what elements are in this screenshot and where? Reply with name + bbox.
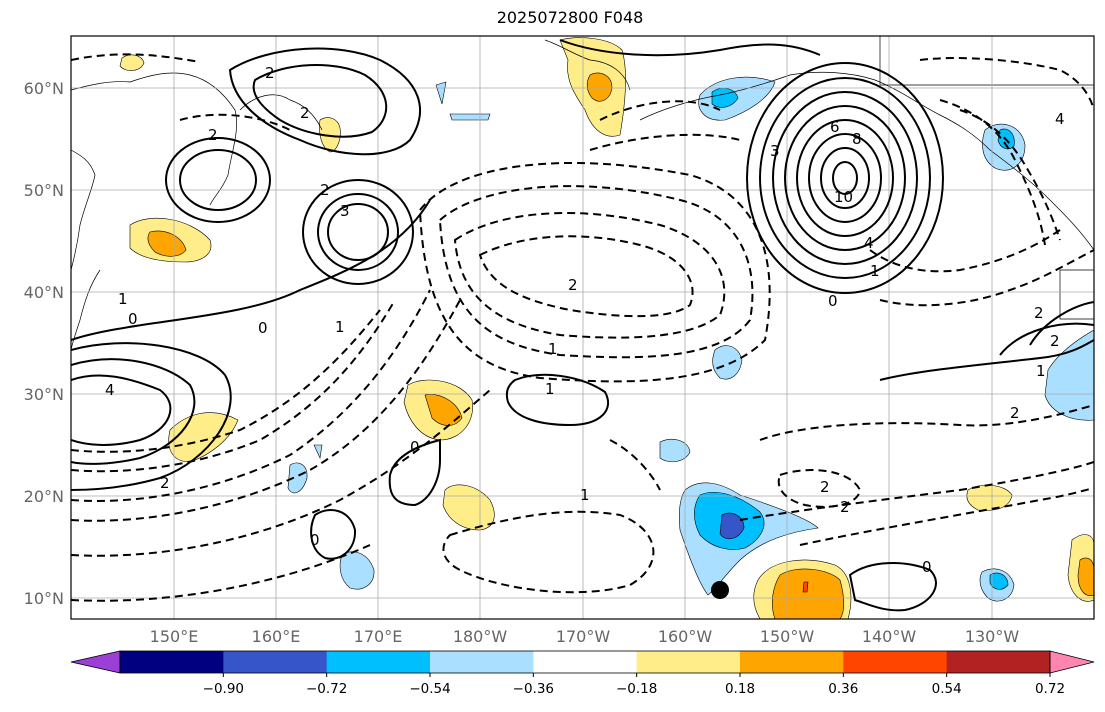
colorbar-tick-label: −0.36 (513, 681, 554, 697)
contour-label: 2 (1050, 332, 1060, 350)
positive-contours (71, 39, 1094, 612)
contour-label: 3 (770, 142, 780, 160)
colorbar-extend-low (70, 650, 121, 674)
contour-label: 0 (828, 292, 838, 310)
colorbar-tick-label: 0.18 (725, 681, 755, 697)
lon-label: 160°E (252, 627, 301, 646)
contour-labels: 2 1 0 2 2 3 2 4 1 0 2 3 6 8 10 4 1 0 2 2… (105, 64, 1065, 576)
contour-label: 4 (864, 234, 874, 252)
lat-label: 40°N (24, 283, 64, 302)
colorbar-segment (636, 651, 741, 673)
colorbar-tick-label: 0.72 (1035, 681, 1065, 697)
colorbar-tick-label: 0.36 (828, 681, 858, 697)
coastlines (71, 36, 1094, 351)
lon-label: 130°W (965, 627, 1020, 646)
colorbar: −0.90 −0.72 −0.54 −0.36 −0.18 0.18 0.36 0.54 0.7… (70, 650, 1095, 697)
contour-label: 0 (128, 310, 138, 328)
colorbar-segment (223, 651, 328, 673)
latitude-labels: 60°N 50°N 40°N 30°N 20°N 10°N (24, 79, 64, 608)
contour-label: 0 (410, 438, 420, 456)
contour-label: 3 (340, 202, 350, 220)
colorbar-segment (120, 651, 224, 673)
lat-label: 30°N (24, 385, 64, 404)
lat-label: 10°N (24, 589, 64, 608)
colorbar-tick-label: −0.90 (203, 681, 244, 697)
contour-label: 2 (568, 276, 578, 294)
contour-label: 2 (1034, 304, 1044, 322)
lon-label: 140°W (862, 627, 917, 646)
lat-label: 60°N (24, 79, 64, 98)
contour-label: 1 (548, 340, 558, 358)
contour-label: 2 (840, 498, 850, 516)
colorbar-tick-label: 0.54 (932, 681, 962, 697)
contour-label: 1 (335, 318, 345, 336)
colorbar-segment (843, 651, 948, 673)
colorbar-segment (946, 651, 1051, 673)
lon-label: 160°W (658, 627, 713, 646)
colorbar-segment (430, 651, 534, 673)
contour-label: 2 (820, 478, 830, 496)
contour-label: 8 (852, 130, 862, 148)
colorbar-tick-label: −0.18 (616, 681, 657, 697)
contour-label: 0 (258, 319, 268, 337)
longitude-labels: 150°E 160°E 170°E 180°W 170°W 160°W 150°… (150, 627, 1020, 646)
contour-label: 1 (580, 486, 590, 504)
lat-label: 50°N (24, 181, 64, 200)
map-area (71, 36, 1094, 619)
contour-label: 2 (320, 181, 330, 199)
lon-label: 180°W (453, 627, 508, 646)
colorbar-frame (119, 650, 1051, 674)
contour-label: 2 (160, 474, 170, 492)
contour-label: 10 (834, 188, 853, 206)
contour-label: 1 (870, 262, 880, 280)
colorbar-segment (533, 651, 638, 673)
lat-label: 20°N (24, 487, 64, 506)
contour-label: 6 (830, 118, 840, 136)
contour-label: 2 (265, 64, 275, 82)
contour-label: 1 (1036, 362, 1046, 380)
lon-label: 170°W (556, 627, 611, 646)
lon-label: 170°E (354, 627, 403, 646)
negative-contours (71, 53, 1094, 602)
lon-label: 150°W (760, 627, 815, 646)
contour-label: 1 (118, 290, 128, 308)
colorbar-tick-label: −0.54 (409, 681, 450, 697)
gridlines (71, 36, 1094, 619)
station-marker (711, 581, 729, 599)
colorbar-extend-high (1049, 650, 1095, 674)
contour-label: 0 (922, 558, 932, 576)
contour-label: 2 (1010, 404, 1020, 422)
contour-label: 2 (300, 104, 310, 122)
map-title: 2025072800 F048 (496, 8, 644, 27)
contour-label: 2 (208, 126, 218, 144)
colorbar-tick-label: −0.72 (306, 681, 347, 697)
lon-label: 150°E (150, 627, 199, 646)
contour-label: 4 (1055, 110, 1065, 128)
colorbar-segment (740, 651, 844, 673)
colorbar-segment (326, 651, 431, 673)
contour-label: 0 (310, 531, 320, 549)
contour-label: 1 (545, 380, 555, 398)
map-frame (70, 35, 1095, 620)
contour-label: 4 (105, 381, 115, 399)
